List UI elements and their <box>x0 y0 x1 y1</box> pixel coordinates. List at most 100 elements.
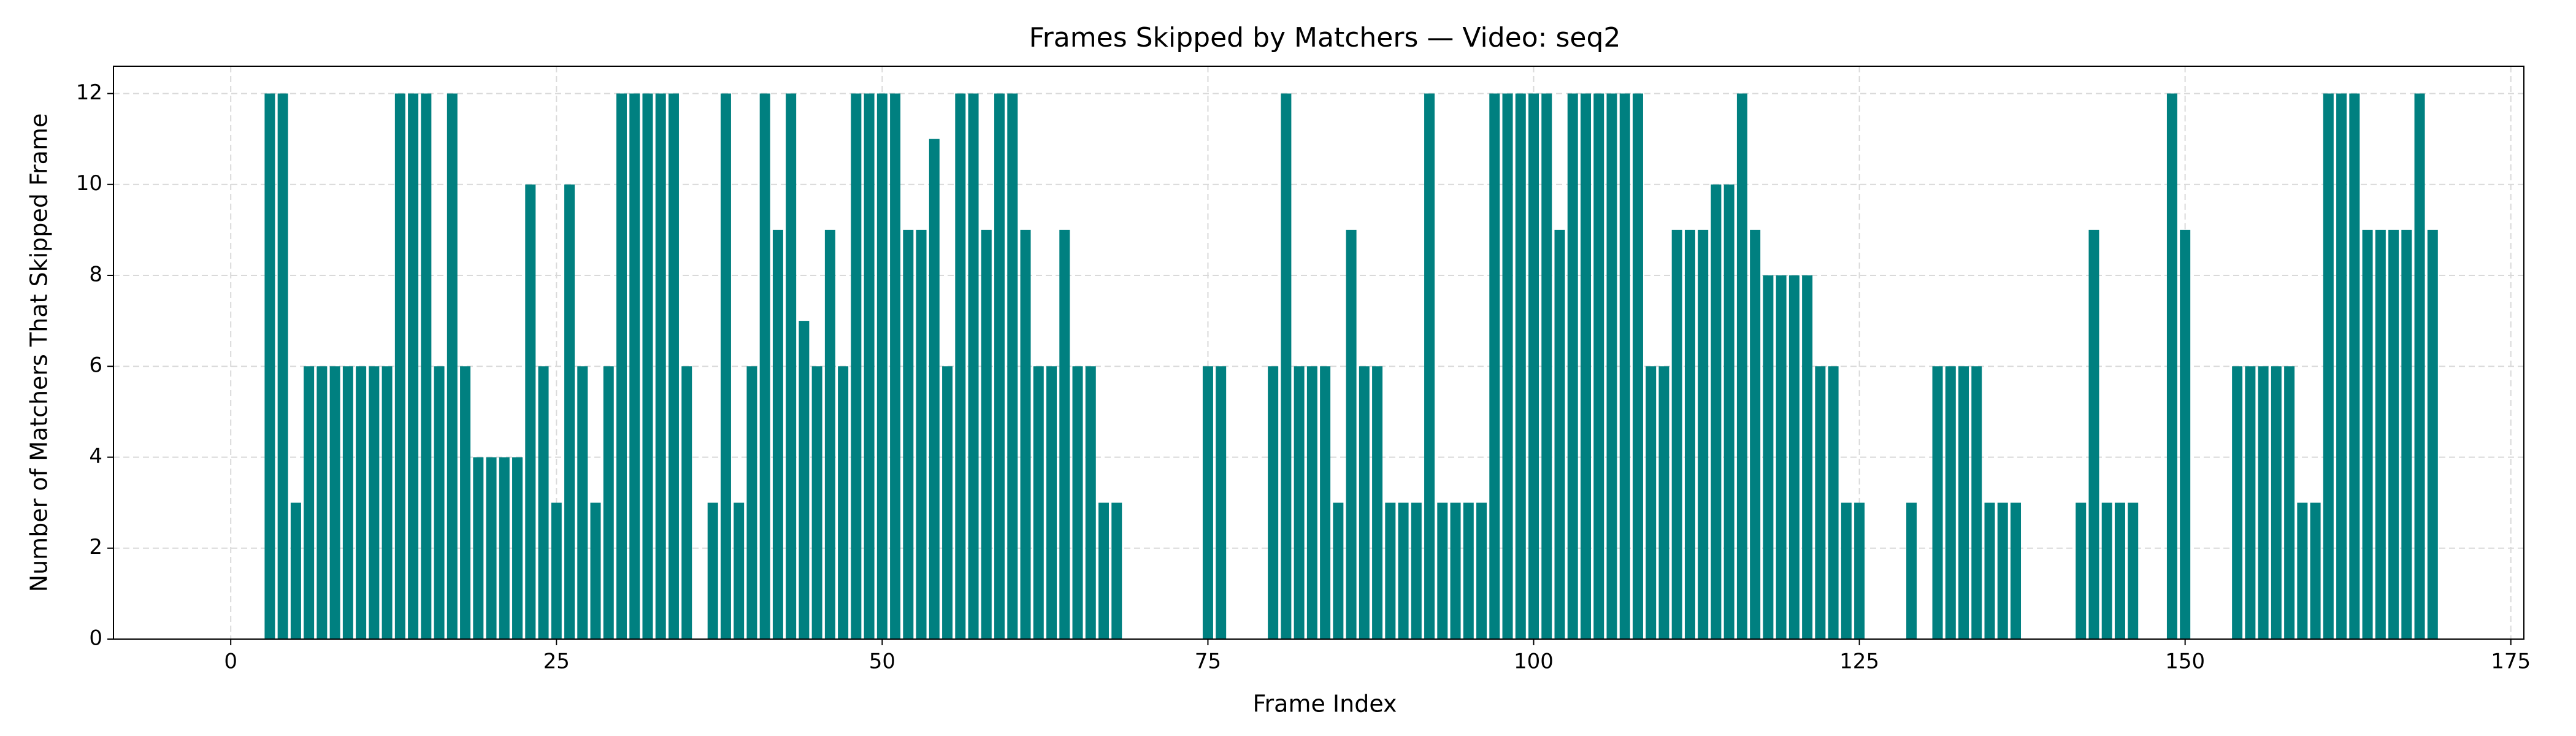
bar <box>734 502 745 639</box>
bar <box>577 366 588 639</box>
bar <box>772 229 783 639</box>
bar <box>1202 366 1213 639</box>
bar <box>290 502 301 639</box>
y-tick-label: 10 <box>76 171 102 196</box>
bar <box>616 93 627 639</box>
bar <box>590 502 601 639</box>
bar <box>1684 229 1695 639</box>
bar <box>1333 502 1344 639</box>
bar <box>1841 502 1852 639</box>
bar <box>1398 502 1409 639</box>
chart-title: Frames Skipped by Matchers — Video: seq2 <box>1029 22 1621 53</box>
bar <box>1580 93 1591 639</box>
bar <box>1216 366 1227 639</box>
bar <box>1294 366 1305 639</box>
bar <box>447 93 458 639</box>
bar <box>564 184 575 639</box>
bar <box>1268 366 1279 639</box>
bar <box>786 93 797 639</box>
bar <box>929 139 940 640</box>
bar <box>499 457 510 639</box>
bar <box>2375 229 2386 639</box>
bar <box>851 93 862 639</box>
bar <box>1984 502 1995 639</box>
bar <box>1932 366 1943 639</box>
bar <box>2323 93 2334 639</box>
bar <box>759 93 770 639</box>
x-tick-label: 50 <box>869 650 895 674</box>
bar <box>1385 502 1396 639</box>
x-tick-label: 100 <box>1514 650 1554 674</box>
x-tick-label: 150 <box>2165 650 2205 674</box>
bar <box>551 502 562 639</box>
x-tick-label: 75 <box>1195 650 1221 674</box>
bar <box>2401 229 2412 639</box>
bar <box>1020 229 1031 639</box>
bar <box>2258 366 2269 639</box>
bar <box>2427 229 2438 639</box>
bar <box>668 93 679 639</box>
bar <box>824 229 835 639</box>
bar <box>1502 93 1513 639</box>
bar <box>864 93 875 639</box>
bar <box>1906 502 1917 639</box>
bar <box>512 457 523 639</box>
bar <box>1007 93 1018 639</box>
bar <box>746 366 757 639</box>
x-tick-label: 125 <box>1839 650 1879 674</box>
bar <box>1763 275 1774 639</box>
bar <box>2349 93 2360 639</box>
bar <box>1632 93 1643 639</box>
bar <box>2101 502 2112 639</box>
bar <box>1541 93 1552 639</box>
bar <box>1320 366 1331 639</box>
bar <box>916 229 927 639</box>
bar <box>2297 502 2308 639</box>
y-axis-label: Number of Matchers That Skipped Frame <box>26 113 53 592</box>
bar <box>1359 366 1370 639</box>
bar <box>2245 366 2256 639</box>
bar <box>538 366 549 639</box>
bar <box>1424 93 1435 639</box>
bar <box>342 366 353 639</box>
x-tick-label: 175 <box>2491 650 2531 674</box>
bar <box>942 366 953 639</box>
bar <box>2388 229 2399 639</box>
bar <box>2166 93 2177 639</box>
bar <box>1828 366 1839 639</box>
bar <box>2414 93 2425 639</box>
bar <box>486 457 497 639</box>
bar <box>1658 366 1669 639</box>
bar <box>1281 93 1292 639</box>
bar <box>264 93 275 639</box>
bar <box>955 93 966 639</box>
bar <box>968 93 979 639</box>
bar <box>1515 93 1526 639</box>
bar <box>1528 93 1539 639</box>
bar <box>2310 502 2321 639</box>
bar <box>1736 93 1747 639</box>
y-tick-label: 8 <box>89 262 102 286</box>
bar <box>1593 93 1604 639</box>
bar <box>1450 502 1461 639</box>
bar <box>525 184 536 639</box>
bar <box>1997 502 2008 639</box>
bar <box>460 366 471 639</box>
bar <box>799 321 810 639</box>
bar <box>1098 502 1109 639</box>
bar <box>1854 502 1865 639</box>
bar <box>642 93 653 639</box>
bar <box>421 93 432 639</box>
bar <box>2114 502 2125 639</box>
bar <box>277 93 288 639</box>
y-tick-label: 4 <box>89 444 102 469</box>
bar <box>1437 502 1448 639</box>
bar <box>329 366 340 639</box>
bar <box>2232 366 2243 639</box>
bar <box>1776 275 1787 639</box>
bar <box>2088 229 2099 639</box>
bar <box>890 93 901 639</box>
bar <box>1711 184 1722 639</box>
bar <box>394 93 405 639</box>
